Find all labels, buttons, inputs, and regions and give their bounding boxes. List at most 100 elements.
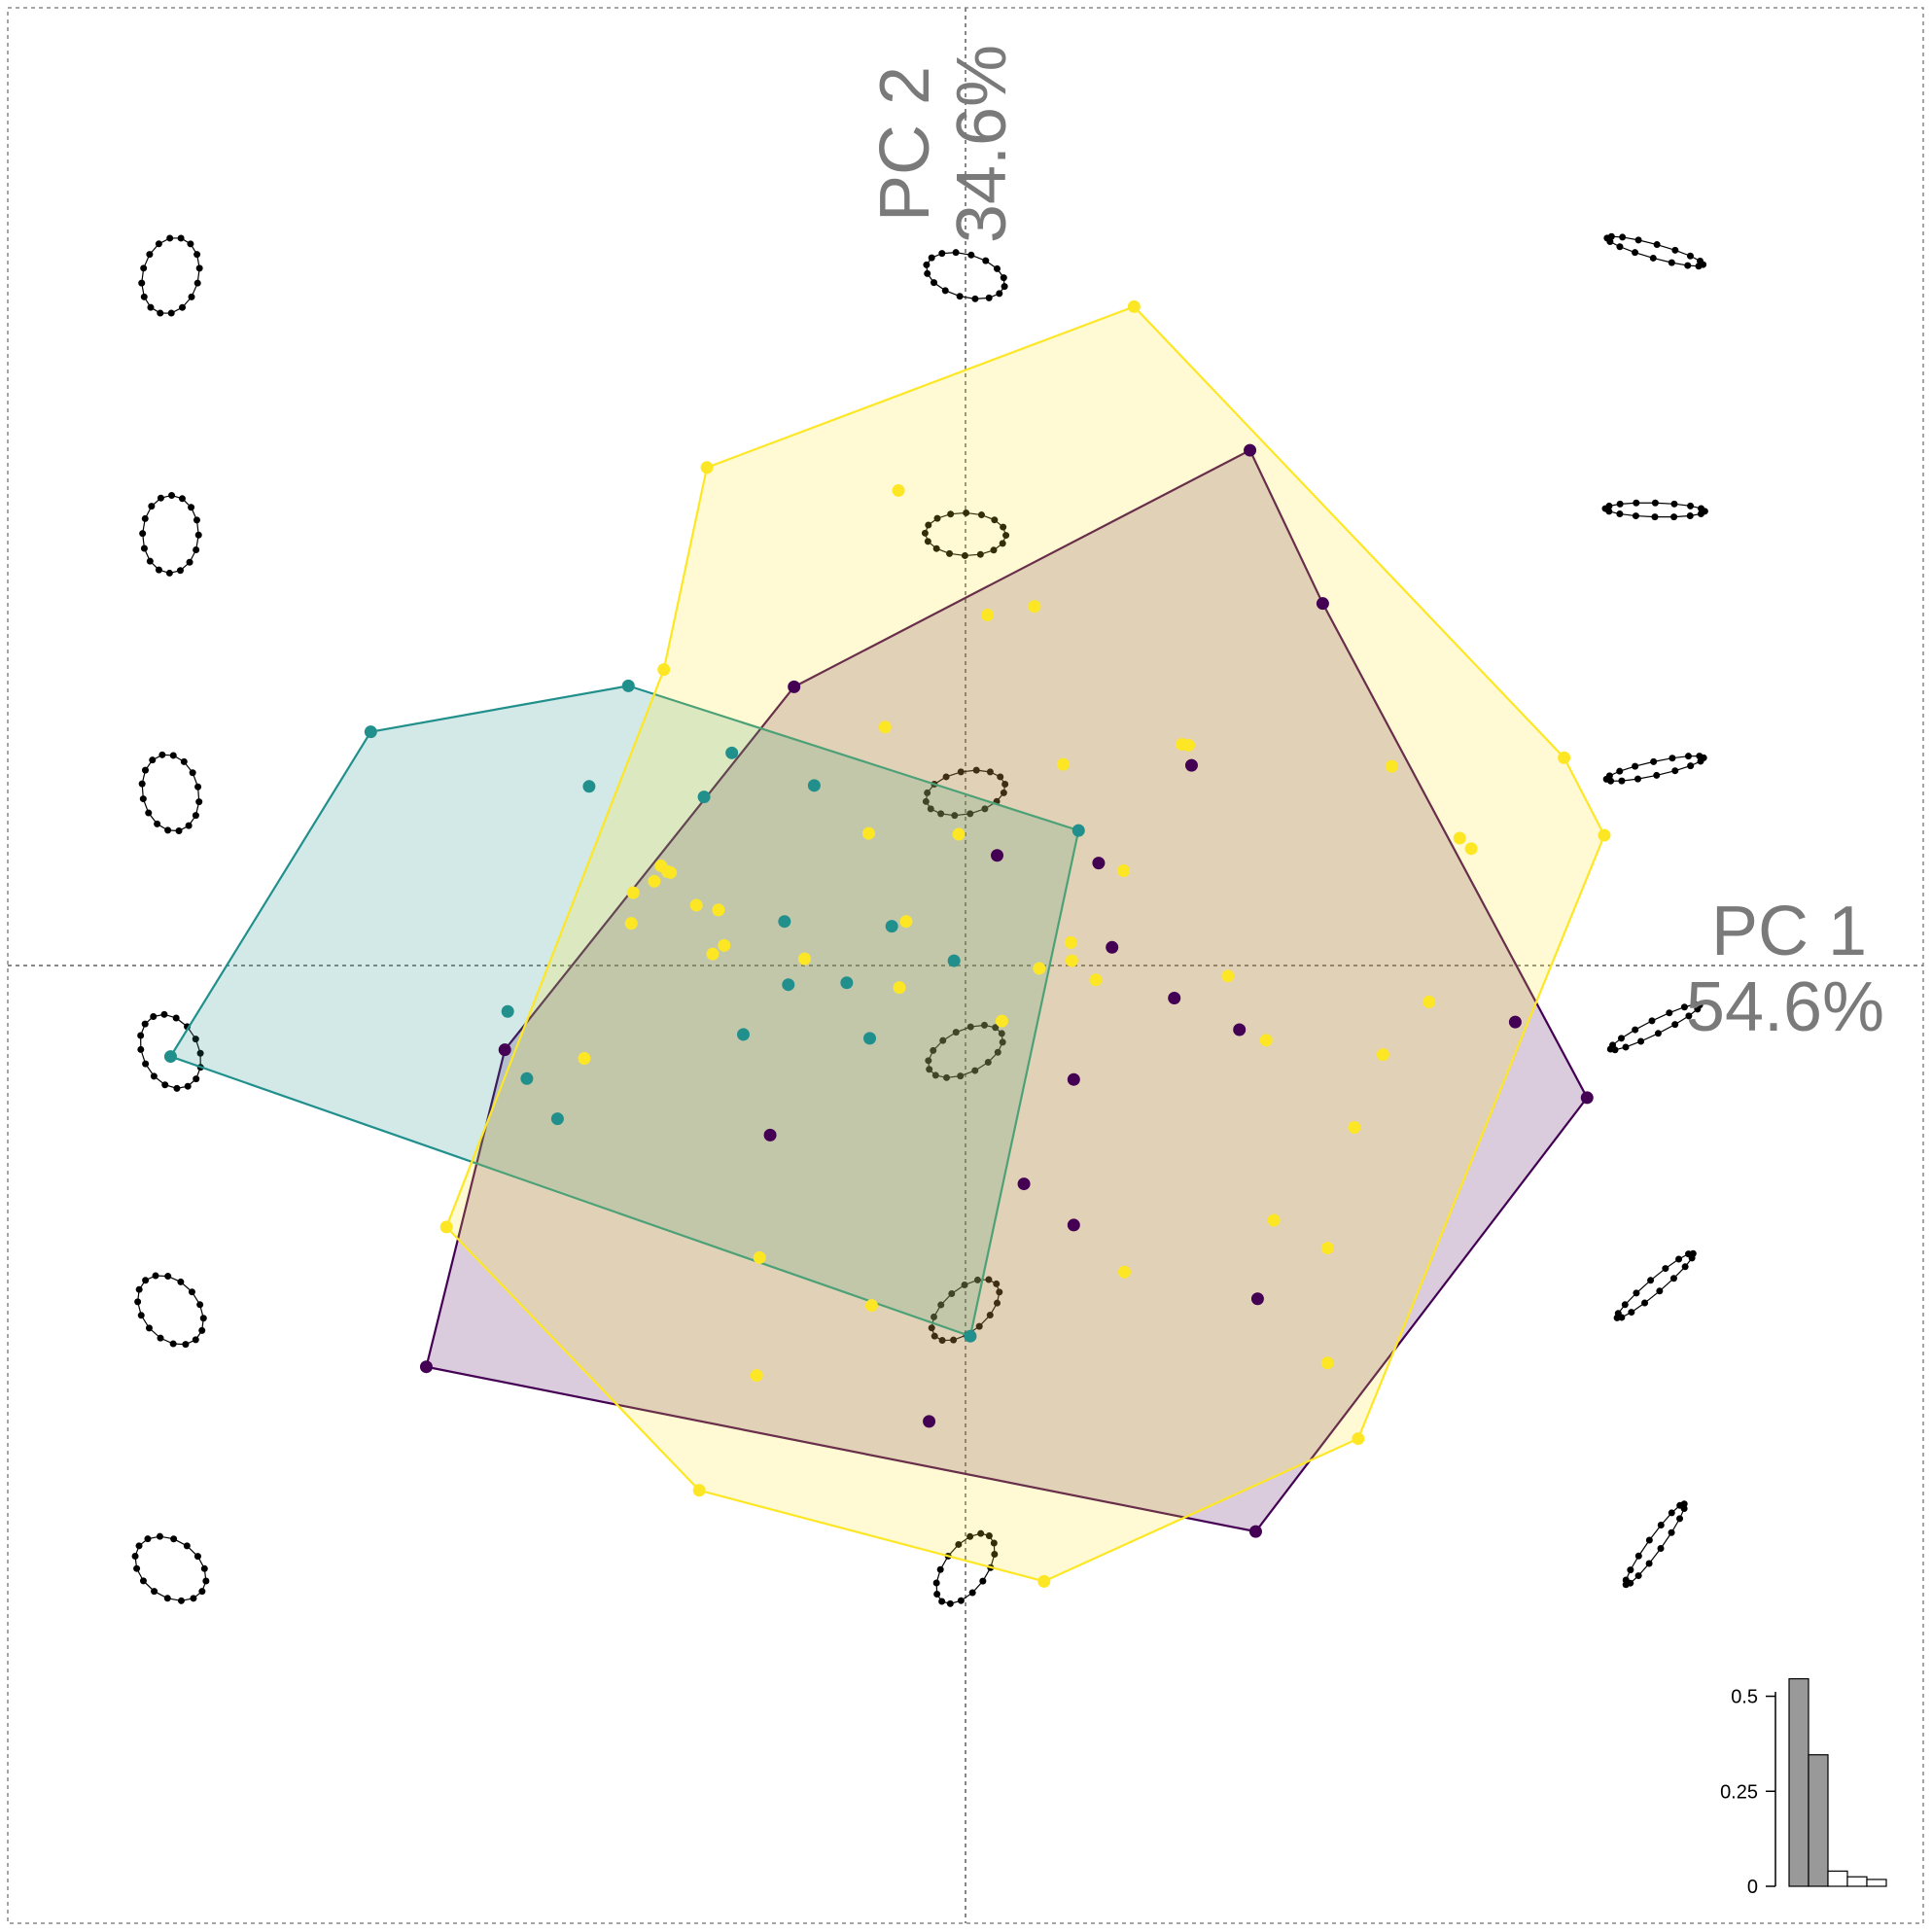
point-series-2 (689, 898, 703, 912)
scree-bar (1808, 1754, 1829, 1887)
morph-shape (921, 509, 1010, 559)
point-series-0 (1316, 597, 1329, 611)
point-series-2 (1320, 1356, 1334, 1370)
point-series-1 (782, 978, 795, 992)
morph-shape (131, 1532, 210, 1604)
point-series-2 (1558, 751, 1571, 764)
scree-bar (1866, 1879, 1887, 1887)
point-series-2 (1352, 1432, 1365, 1446)
scree-bar (1827, 1870, 1848, 1887)
point-series-2 (439, 1220, 453, 1234)
hull-series-1 (168, 685, 1080, 1338)
point-series-1 (520, 1071, 534, 1085)
point-series-0 (1250, 1292, 1264, 1306)
point-series-2 (648, 874, 661, 888)
scree-plot: 0 0.25 0.5 (1720, 1677, 1887, 1898)
convex-hulls (168, 305, 1606, 1583)
point-series-0 (991, 849, 1004, 862)
point-series-2 (1221, 969, 1235, 983)
point-series-1 (550, 1112, 564, 1126)
point-series-2 (1423, 995, 1436, 1008)
scree-tick-label: 0.5 (1731, 1687, 1758, 1708)
pc2-label: PC 2 (866, 66, 944, 222)
point-series-2 (892, 483, 905, 497)
morph-shape (1603, 232, 1707, 270)
morph-shape (925, 1021, 1006, 1081)
point-series-2 (1065, 954, 1078, 967)
point-series-0 (419, 1360, 433, 1374)
point-series-2 (862, 826, 876, 840)
point-series-2 (753, 1250, 766, 1264)
point-series-2 (626, 886, 640, 899)
point-series-2 (1453, 831, 1466, 845)
morph-shape (1613, 1249, 1697, 1321)
point-series-0 (923, 1415, 936, 1428)
point-series-2 (1033, 962, 1046, 975)
point-series-2 (700, 461, 714, 474)
point-series-0 (1168, 991, 1181, 1004)
point-series-0 (788, 680, 801, 693)
point-series-2 (1127, 299, 1141, 313)
point-series-2 (712, 903, 725, 917)
morph-shape (138, 234, 203, 317)
pc1-label: PC 1 (1711, 893, 1867, 970)
scree-tick-label: 0.25 (1720, 1781, 1758, 1803)
point-series-2 (1056, 757, 1070, 771)
point-series-2 (952, 827, 966, 841)
point-series-0 (1067, 1072, 1080, 1086)
point-series-1 (364, 725, 377, 739)
point-series-0 (1233, 1023, 1247, 1036)
point-series-2 (664, 865, 678, 879)
point-series-2 (1598, 828, 1611, 842)
scree-bar (1788, 1677, 1809, 1887)
point-series-2 (899, 915, 913, 929)
data-points (163, 299, 1611, 1588)
hull-series-0 (425, 448, 1589, 1533)
point-series-0 (1508, 1015, 1522, 1029)
morph-shape (134, 1272, 207, 1349)
morph-shape (1601, 499, 1708, 521)
point-series-2 (798, 952, 812, 966)
point-series-2 (706, 947, 720, 961)
morphospace-shapes (131, 232, 1708, 1607)
point-series-2 (1028, 600, 1041, 614)
point-series-1 (621, 679, 635, 692)
point-series-0 (1092, 857, 1106, 870)
point-series-2 (1118, 1265, 1132, 1279)
point-series-1 (947, 954, 961, 967)
point-series-2 (1182, 738, 1196, 752)
scree-tick-label: 0 (1747, 1877, 1758, 1898)
point-series-0 (498, 1043, 511, 1057)
point-series-2 (654, 860, 668, 873)
pc1-variance: 54.6% (1686, 968, 1884, 1046)
point-series-1 (778, 915, 791, 929)
point-series-1 (163, 1050, 177, 1064)
point-series-2 (1089, 973, 1103, 987)
point-series-2 (1064, 935, 1077, 949)
point-series-2 (1376, 1048, 1389, 1062)
point-series-0 (1580, 1091, 1594, 1105)
point-series-0 (1067, 1218, 1080, 1232)
point-series-2 (1117, 863, 1131, 877)
point-series-2 (692, 1484, 706, 1497)
hull-series-2 (444, 305, 1606, 1583)
point-series-2 (718, 938, 731, 952)
morph-shape (1622, 1500, 1688, 1589)
point-series-1 (863, 1032, 876, 1045)
point-series-2 (878, 720, 892, 734)
point-series-1 (807, 779, 821, 792)
point-series-2 (1267, 1213, 1281, 1227)
point-series-1 (840, 976, 854, 990)
point-series-0 (1244, 443, 1257, 457)
morph-shape (1602, 753, 1707, 785)
point-series-2 (995, 1014, 1008, 1028)
point-series-2 (1348, 1120, 1361, 1134)
scree-bar (1846, 1876, 1868, 1887)
point-series-1 (697, 790, 711, 804)
morph-shape (138, 751, 203, 834)
point-series-1 (1071, 824, 1085, 837)
point-series-2 (750, 1369, 763, 1383)
point-series-2 (1464, 842, 1478, 856)
point-series-2 (624, 917, 638, 931)
